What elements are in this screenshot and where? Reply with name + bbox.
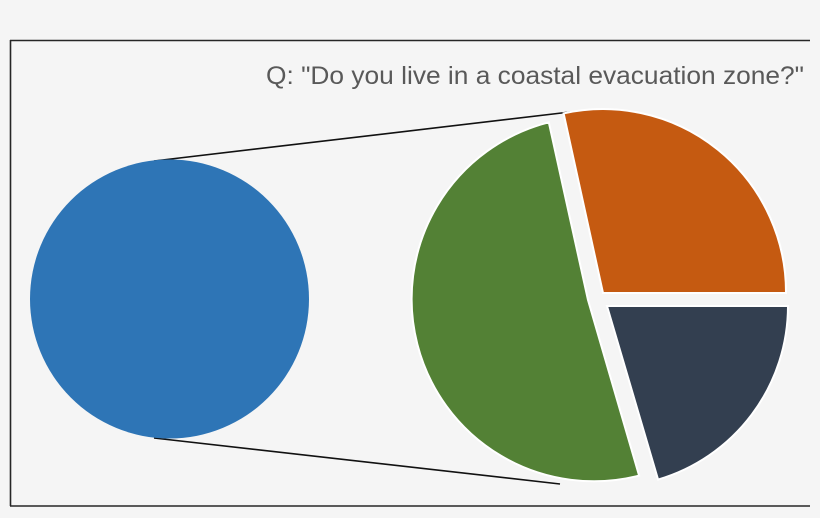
chart-frame: [9, 39, 810, 507]
summary-pie-circle: [30, 159, 309, 439]
detail-pie-slice-navy: [605, 305, 790, 481]
chart-title: Q: "Do you live in a coastal evacuation …: [266, 62, 804, 90]
connector-line-bottom: [153, 437, 561, 485]
connector-line-top: [153, 111, 571, 162]
detail-pie-slice-green: [410, 121, 641, 483]
detail-pie: [410, 108, 790, 483]
detail-pie-slice-orange: [562, 108, 788, 294]
